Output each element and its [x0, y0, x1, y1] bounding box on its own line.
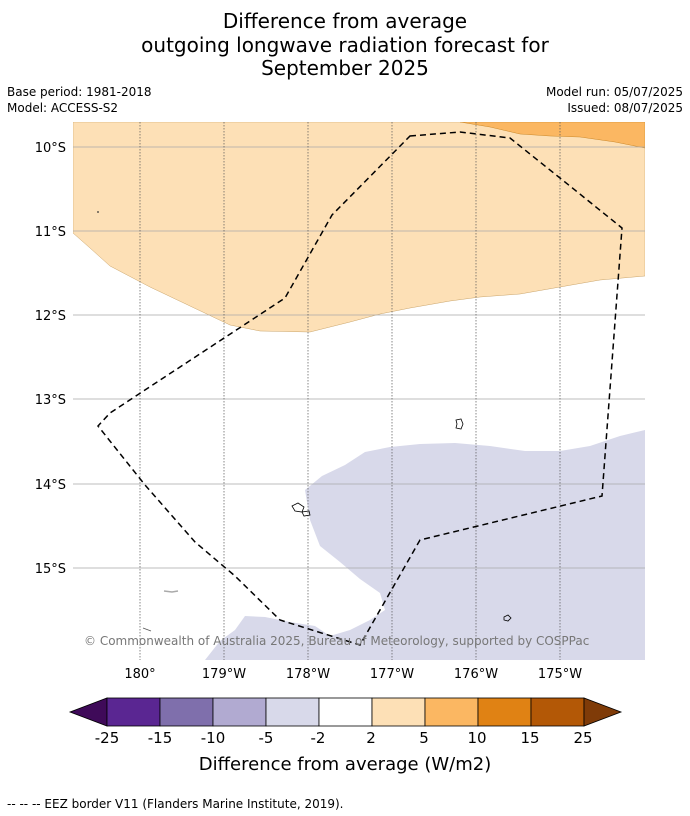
- island-dot: [97, 211, 99, 213]
- map-figure: © Commonwealth of Australia 2025, Bureau…: [35, 122, 645, 775]
- eez-border: [97, 131, 623, 646]
- colorbar-tick-label: -5: [259, 729, 274, 747]
- colorbar-title: Difference from average (W/m2): [199, 754, 491, 775]
- island-outline: [301, 510, 311, 517]
- model-run: Model run: 05/07/2025: [545, 85, 683, 99]
- colorbar-segment: [159, 697, 214, 727]
- longitude-gridlines: [139, 122, 561, 660]
- lat-label: 10°S: [35, 141, 66, 156]
- anomaly-region-neg5-neg2: [205, 430, 645, 660]
- copyright-notice: © Commonwealth of Australia 2025, Bureau…: [84, 634, 589, 648]
- colorbar-segment: [212, 697, 267, 727]
- anomaly-region-2-5: [73, 122, 645, 333]
- colorbar-segment: [424, 697, 479, 727]
- latitude-gridlines: [73, 146, 645, 569]
- lat-label: 13°S: [35, 393, 66, 408]
- lon-label: 178°W: [286, 667, 330, 682]
- lat-label: 15°S: [35, 562, 66, 577]
- title-line-3: September 2025: [261, 56, 429, 80]
- colorbar-extend-low: [68, 697, 108, 727]
- colorbar-tick-labels: -25 -15 -10 -5 -2 2 5 10 15 25: [95, 729, 593, 747]
- latitude-labels: 10°S 11°S 12°S 13°S 14°S 15°S: [35, 141, 66, 577]
- base-period: Base period: 1981-2018: [7, 85, 152, 99]
- island-outline: [291, 502, 305, 513]
- lat-label: 12°S: [35, 309, 66, 324]
- lon-label: 175°W: [538, 667, 582, 682]
- colorbar-tick-label: 15: [520, 729, 539, 747]
- anomaly-region-5-10: [459, 122, 645, 149]
- colorbar-segment: [106, 697, 161, 727]
- colorbar-extend-high: [583, 697, 623, 727]
- colorbar: [68, 697, 623, 727]
- colorbar-tick-label: 2: [366, 729, 376, 747]
- island-outline: [163, 590, 179, 593]
- colorbar-segment: [265, 697, 320, 727]
- title-line-2: outgoing longwave radiation forecast for: [141, 33, 549, 57]
- island-outline: [503, 614, 512, 622]
- islands: [97, 211, 512, 632]
- colorbar-tick-label: 25: [573, 729, 592, 747]
- colorbar-segment: [477, 697, 532, 727]
- lat-label: 11°S: [35, 225, 66, 240]
- lon-label: 179°W: [202, 667, 246, 682]
- longitude-labels: 180° 179°W 178°W 177°W 176°W 175°W: [124, 667, 582, 682]
- lon-label: 177°W: [370, 667, 414, 682]
- island-outline: [455, 418, 464, 430]
- colorbar-tick-label: -15: [148, 729, 173, 747]
- colorbar-segment: [318, 697, 373, 727]
- colorbar-tick-label: 5: [419, 729, 429, 747]
- colorbar-tick-label: -2: [311, 729, 326, 747]
- lat-label: 14°S: [35, 478, 66, 493]
- issued-date: Issued: 08/07/2025: [567, 101, 683, 115]
- map-area: [73, 122, 645, 660]
- model-name: Model: ACCESS-S2: [7, 101, 119, 115]
- eez-legend: -- -- -- EEZ border V11 (Flanders Marine…: [7, 797, 344, 811]
- title-line-1: Difference from average: [222, 9, 468, 33]
- colorbar-segment: [371, 697, 426, 727]
- lon-label: 180°: [124, 667, 155, 682]
- colorbar-tick-label: -25: [95, 729, 120, 747]
- colorbar-tick-label: 10: [467, 729, 486, 747]
- island-outline: [142, 627, 152, 632]
- colorbar-segment: [530, 697, 585, 727]
- lon-label: 176°W: [454, 667, 498, 682]
- colorbar-tick-label: -10: [201, 729, 226, 747]
